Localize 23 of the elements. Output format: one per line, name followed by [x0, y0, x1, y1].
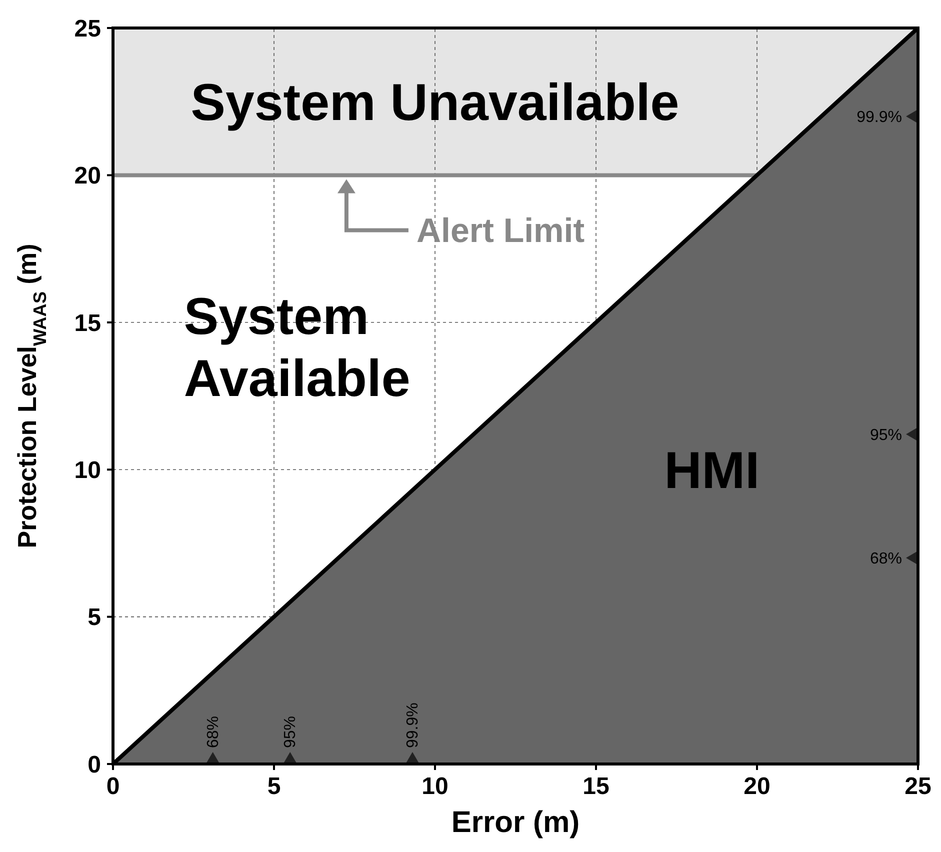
y-tick-label: 25 [74, 15, 101, 42]
annotation: 68% [870, 550, 902, 568]
y-tick-label: 10 [74, 457, 101, 484]
y-tick-label: 0 [88, 751, 101, 778]
x-tick-label: 25 [904, 773, 932, 800]
annotation: 95% [870, 426, 902, 444]
y-tick-label: 15 [74, 310, 101, 337]
x-tick-label: 15 [582, 773, 610, 800]
y-tick-label: 20 [74, 162, 101, 190]
y-tick-label: 5 [88, 604, 101, 632]
annotation: 99.9% [404, 702, 422, 748]
x-tick-label: 5 [267, 773, 281, 800]
x-tick-label: 20 [744, 773, 770, 800]
annotation: System Available [184, 288, 410, 408]
annotation: HMI [664, 442, 760, 500]
annotation: 68% [204, 716, 222, 748]
band-label: System Unavailable [190, 74, 680, 132]
annotation: 99.9% [856, 108, 902, 126]
x-axis-title: Error (m) [451, 806, 580, 839]
x-tick-label: 10 [422, 773, 448, 800]
x-tick-label: 0 [106, 773, 120, 800]
legend-label: Alert Limit [416, 212, 585, 250]
annotation: 95% [282, 716, 300, 748]
